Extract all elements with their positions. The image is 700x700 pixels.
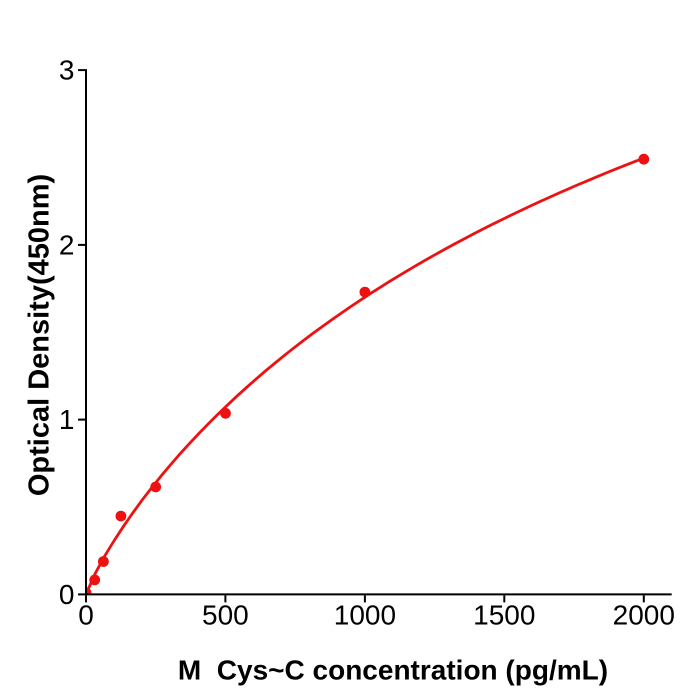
svg-text:1: 1 [59,404,75,435]
svg-text:1000: 1000 [334,599,396,630]
svg-text:2: 2 [59,230,75,261]
svg-text:1500: 1500 [473,599,535,630]
svg-text:0: 0 [59,579,75,610]
svg-text:3: 3 [59,55,75,86]
svg-text:M Cys~C concentration (pg/mL): M Cys~C concentration (pg/mL) [178,655,608,686]
svg-text:Optical Density(450nm): Optical Density(450nm) [24,174,56,496]
svg-text:500: 500 [202,599,249,630]
svg-text:0: 0 [78,599,94,630]
svg-text:2000: 2000 [613,599,675,630]
